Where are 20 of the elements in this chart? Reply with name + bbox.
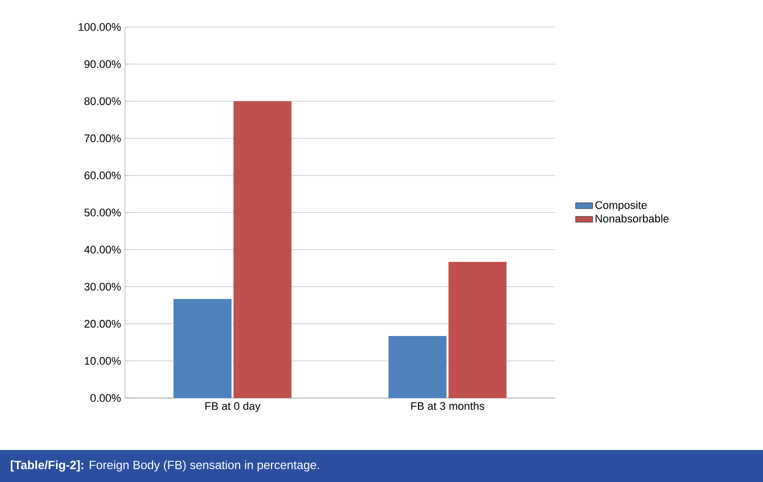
y-tick-label: 100.00%	[78, 23, 121, 31]
y-tick-label: 20.00%	[84, 320, 121, 328]
bar	[234, 101, 292, 398]
y-tick-label: 70.00%	[84, 134, 121, 142]
y-tick-label: 90.00%	[84, 60, 121, 68]
y-tick-label: 0.00%	[90, 394, 121, 402]
text: [Table/Fig-2]: Foreign Body (FB) sensation in percentage.	[10, 460, 319, 472]
y-tick-label: 30.00%	[84, 282, 121, 291]
y-tick-label: 60.00%	[84, 172, 121, 180]
x-tick-label: FB at 0 day	[205, 402, 260, 412]
legend-label: Nonabsorbable	[596, 214, 669, 223]
y-tick-label: 80.00%	[84, 97, 121, 106]
bar	[388, 336, 447, 398]
legend-label: Composite	[595, 200, 647, 212]
y-tick-label: 10.00%	[84, 357, 121, 365]
bar	[448, 262, 507, 398]
bar	[174, 298, 232, 398]
y-tick-label: 50.00%	[84, 208, 121, 216]
x-tick-label: FB at 3 months	[411, 402, 484, 410]
y-tick-label: 40.00%	[84, 246, 121, 254]
